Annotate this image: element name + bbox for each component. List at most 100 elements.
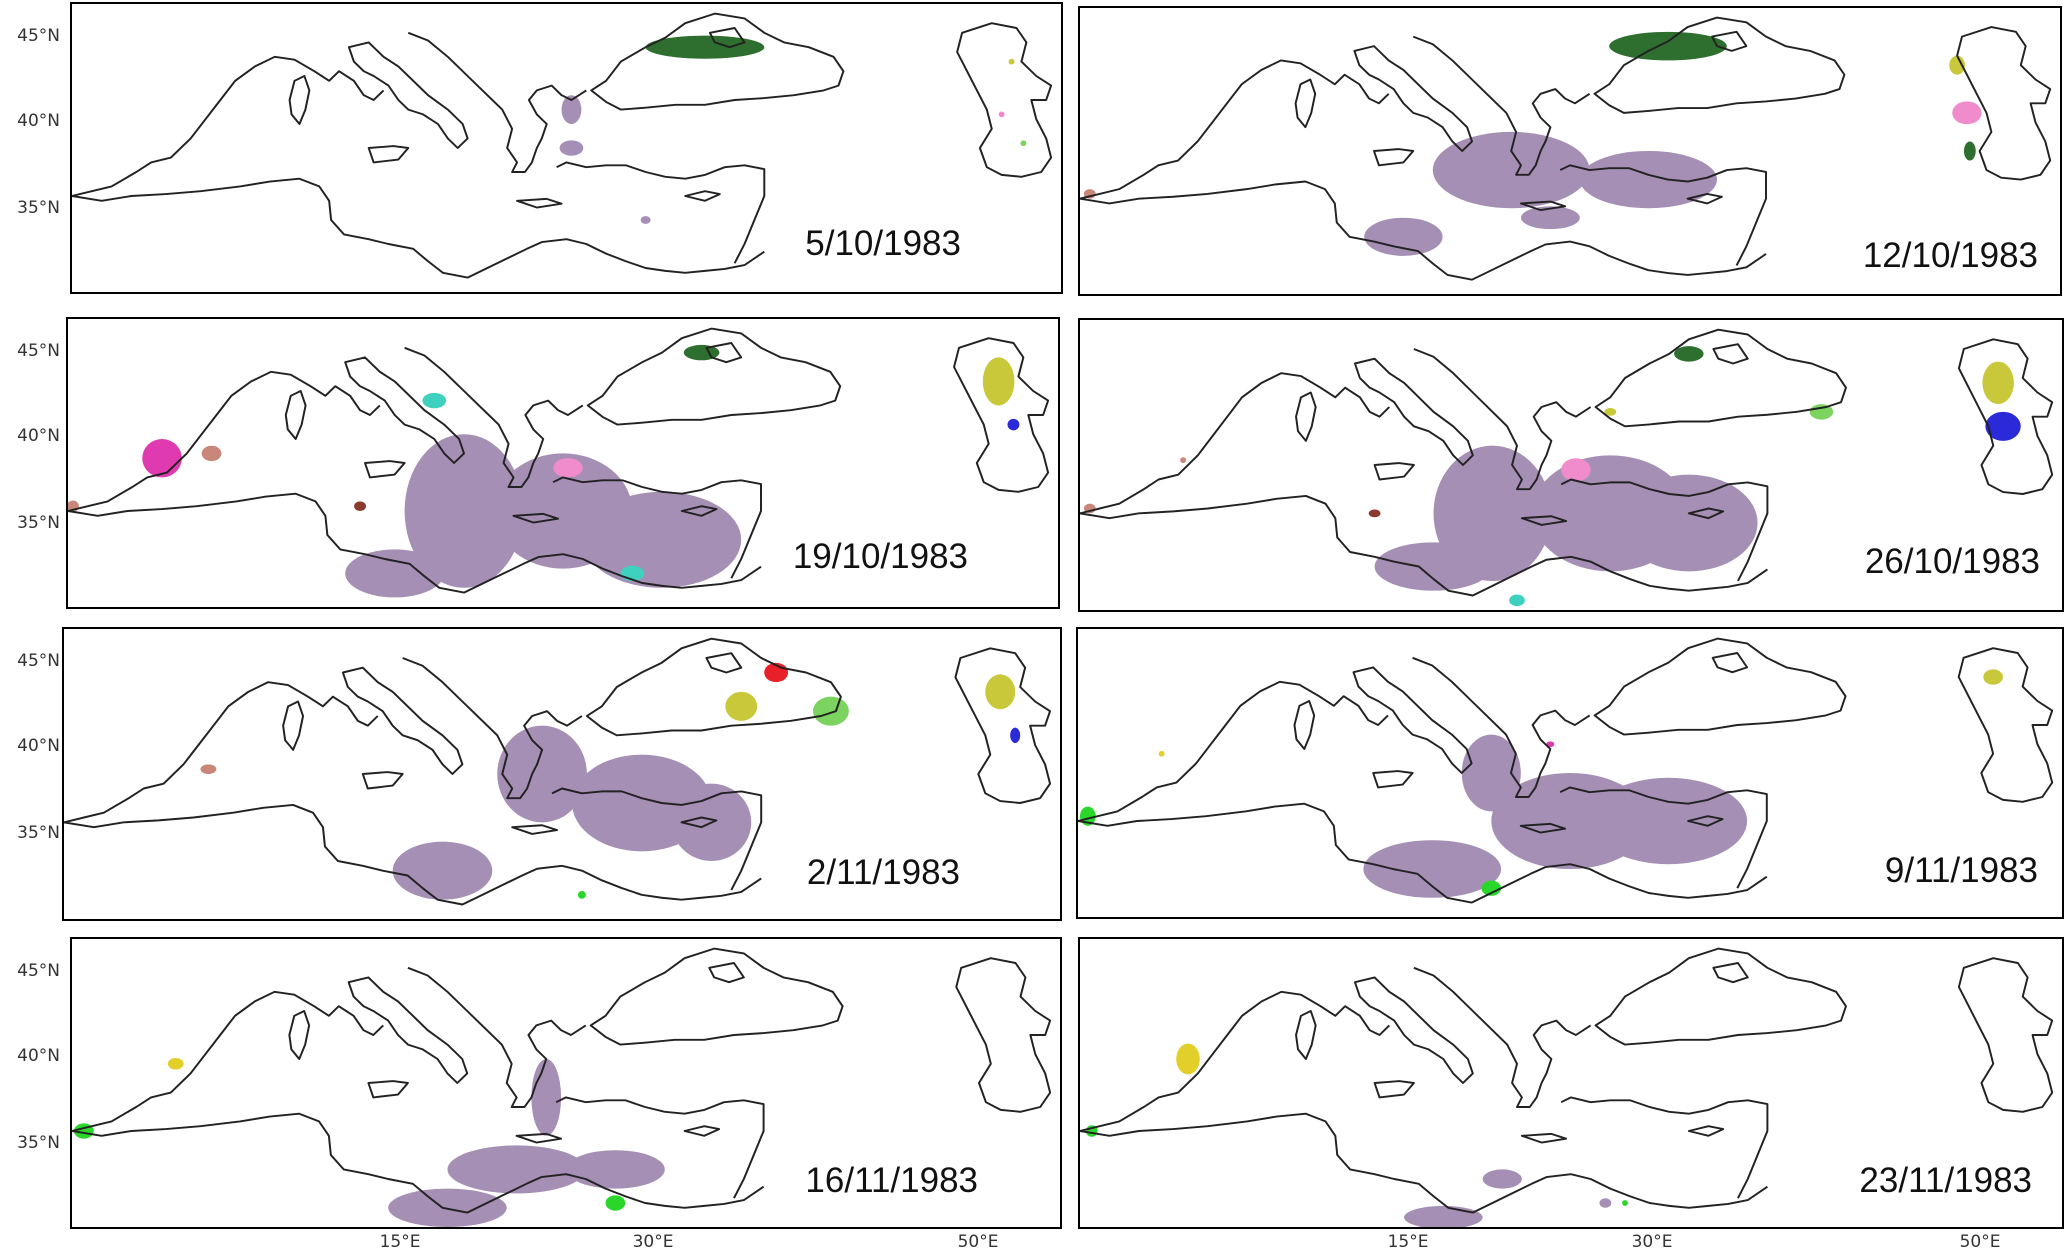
aerosol-patch <box>1176 1043 1200 1075</box>
coastline <box>1712 343 1749 365</box>
coastline <box>1412 656 1591 798</box>
coastline <box>1957 957 2054 1113</box>
coastline <box>1712 962 1749 984</box>
coastline <box>1957 647 2054 803</box>
coastline <box>1293 700 1316 750</box>
aerosol-patch <box>1622 1200 1628 1206</box>
aerosol-patch <box>1007 418 1020 431</box>
aerosol-patch <box>640 216 651 224</box>
aerosol-patch <box>1604 407 1617 416</box>
lon-label: 15°E <box>1387 1232 1429 1252</box>
aerosol-patch <box>812 696 849 726</box>
aerosol-patch <box>392 841 493 900</box>
aerosol-patch <box>1983 669 2003 685</box>
aerosol-patch <box>1982 361 2014 405</box>
aerosol-patch <box>404 434 524 588</box>
lat-label: 45°N <box>17 341 60 361</box>
map-svg-2 <box>1080 16 2052 281</box>
coastline <box>1559 164 1767 266</box>
aerosol-patch <box>1008 58 1015 65</box>
aerosol-patch <box>645 35 765 59</box>
coastline <box>1711 30 1748 52</box>
coastline <box>341 666 464 775</box>
coastline <box>367 145 410 164</box>
aerosol-patch <box>1010 727 1021 744</box>
panel-date: 26/10/1983 <box>1864 542 2040 581</box>
panel-date: 23/11/1983 <box>1859 1161 2032 1200</box>
coastline <box>516 197 563 209</box>
coastline <box>402 657 583 800</box>
coastline <box>1594 947 1847 1046</box>
coastline <box>1080 59 1390 200</box>
lat-label: 35°N <box>17 198 60 218</box>
coastline <box>1412 35 1591 176</box>
coastline <box>1080 180 1767 281</box>
map-panel-8: 23/11/1983 <box>1078 937 2064 1229</box>
coastline <box>364 460 406 479</box>
aerosol-patch <box>1432 131 1590 209</box>
map-svg-7 <box>72 947 1052 1227</box>
lat-label: 45°N <box>17 961 60 981</box>
coastline <box>954 647 1052 804</box>
coastline <box>1956 26 2052 181</box>
map-svg-4 <box>1080 328 2054 607</box>
lat-label: 35°N <box>17 513 60 533</box>
coastline <box>1593 637 1847 736</box>
lat-label: 40°N <box>17 111 60 131</box>
coastline <box>1353 976 1474 1084</box>
coastline <box>586 327 842 426</box>
map-svg-5 <box>64 637 1052 906</box>
coastline <box>1295 1010 1317 1060</box>
coastline <box>404 346 584 488</box>
aerosol-patch <box>1579 151 1717 209</box>
coastline <box>1957 338 2054 495</box>
aerosol-patch <box>1482 1169 1522 1189</box>
aerosol-patch <box>1368 509 1381 518</box>
coastline <box>956 22 1053 178</box>
lon-label: 30°E <box>632 1232 674 1252</box>
aerosol-patch <box>1561 458 1591 482</box>
aerosol-patch <box>1374 542 1493 591</box>
aerosol-patch <box>1949 55 1965 75</box>
lon-label: 50°E <box>957 1232 999 1252</box>
panel-date: 5/10/1983 <box>805 224 961 263</box>
coastline <box>1352 666 1473 774</box>
coastline <box>1295 391 1317 442</box>
lat-label: 40°N <box>17 736 60 756</box>
coastline <box>1294 78 1317 129</box>
coastline <box>361 771 404 790</box>
aerosol-patch <box>1158 750 1165 757</box>
coastline <box>68 492 762 594</box>
coastline <box>1080 372 1391 515</box>
coastline <box>1711 652 1749 674</box>
coastline <box>515 1132 563 1144</box>
coastline <box>708 962 745 984</box>
coastline <box>1353 357 1474 466</box>
coastline <box>1687 815 1724 827</box>
coastline <box>1080 990 1391 1132</box>
coastline <box>1594 328 1847 428</box>
aerosol-patch <box>985 674 1016 710</box>
coastline <box>72 55 385 197</box>
lat-label: 35°N <box>17 1133 60 1153</box>
coastline <box>1413 348 1592 491</box>
coastline <box>1520 200 1567 212</box>
coastline <box>555 1096 765 1199</box>
aerosol-patch <box>566 1150 665 1189</box>
coastline <box>72 177 765 279</box>
lat-label: 45°N <box>17 26 60 46</box>
map-panel-4: 26/10/1983 <box>1078 318 2064 612</box>
map-svg-6 <box>1078 637 2054 904</box>
coastline <box>288 1010 311 1060</box>
coastline <box>1373 1080 1415 1099</box>
aerosol-patch <box>605 1195 626 1211</box>
aerosol-patch <box>559 140 584 156</box>
coastline <box>585 637 842 737</box>
aerosol-patch <box>422 392 447 409</box>
aerosol-patch <box>1461 734 1521 812</box>
coastline <box>551 787 763 891</box>
lon-label: 50°E <box>1959 1232 2001 1252</box>
coastline <box>1687 1125 1725 1137</box>
coastline <box>1687 507 1725 520</box>
lon-label: 30°E <box>1631 1232 1673 1252</box>
